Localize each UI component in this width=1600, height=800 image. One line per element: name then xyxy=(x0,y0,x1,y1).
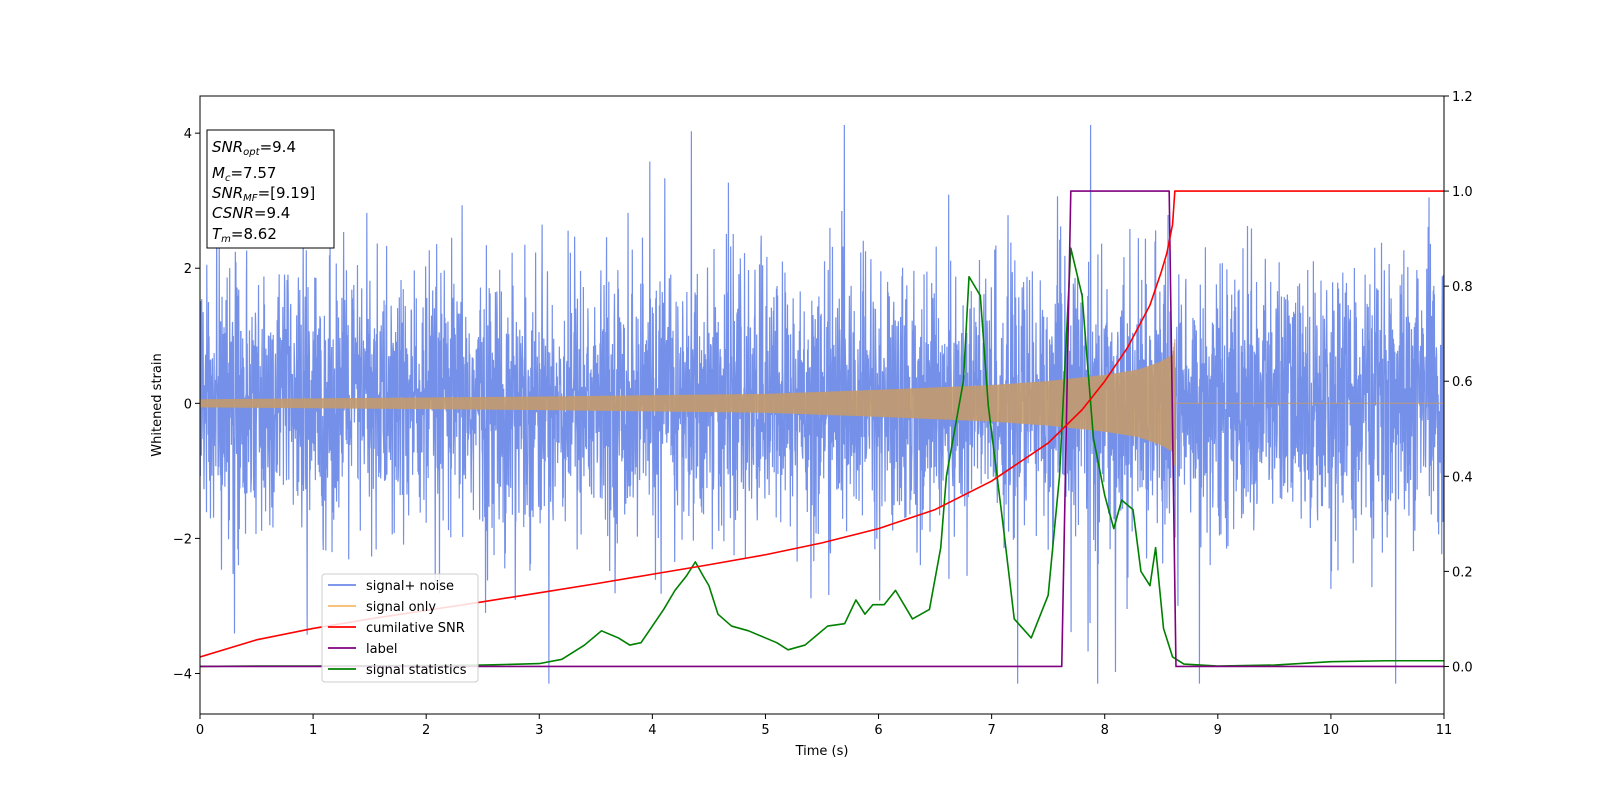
y-left-tick-label: 2 xyxy=(184,262,192,277)
legend-label-signal-noise: signal+ noise xyxy=(366,579,454,594)
legend-label-cumulative-snr: cumilative SNR xyxy=(366,621,465,636)
x-axis-label: Time (s) xyxy=(795,744,849,759)
y-left-tick-label: −4 xyxy=(173,667,192,682)
y-axis-left-label: Whitened strain xyxy=(150,353,165,456)
annotation-box: SNRopt=9.4 Mc=7.57 SNRMF=[9.19] CSNR=9.4… xyxy=(206,129,335,249)
y-right-tick-label: 0.6 xyxy=(1452,375,1473,390)
y-right-tick-label: 1.0 xyxy=(1452,185,1473,200)
legend: signal+ noise signal only cumilative SNR… xyxy=(321,573,479,683)
y-right-tick-label: 1.2 xyxy=(1452,90,1473,105)
x-tick-label: 3 xyxy=(535,723,543,738)
x-tick-label: 6 xyxy=(874,723,882,738)
y-axis-left: −4 −2 0 2 4 xyxy=(173,127,200,682)
x-tick-label: 5 xyxy=(761,723,769,738)
y-right-tick-label: 0.0 xyxy=(1452,660,1473,675)
y-left-tick-label: −2 xyxy=(173,532,192,547)
x-tick-label: 10 xyxy=(1323,723,1340,738)
x-tick-label: 9 xyxy=(1214,723,1222,738)
signal-only-series xyxy=(200,339,1444,466)
annotation-snr-opt: SNRopt=9.4 xyxy=(212,138,296,158)
x-tick-label: 4 xyxy=(648,723,656,738)
annotation-csnr: CSNR=9.4 xyxy=(212,204,290,222)
y-axis-right: 0.0 0.2 0.4 0.6 0.8 1.0 1.2 xyxy=(1444,90,1473,675)
annotation-tm: Tm=8.62 xyxy=(212,225,277,245)
x-tick-label: 7 xyxy=(987,723,995,738)
y-right-tick-label: 0.4 xyxy=(1452,470,1473,485)
x-tick-label: 0 xyxy=(196,723,204,738)
x-tick-label: 11 xyxy=(1436,723,1453,738)
signal-only-line xyxy=(200,339,1444,466)
x-tick-label: 1 xyxy=(309,723,317,738)
label-series xyxy=(200,190,1444,668)
y-right-tick-label: 0.2 xyxy=(1452,565,1473,580)
signal-statistics-line xyxy=(200,247,1444,668)
annotation-snr-mf: SNRMF=[9.19] xyxy=(212,184,315,204)
x-axis: 0 1 2 3 4 5 6 7 8 9 10 11 xyxy=(196,714,1452,738)
plot-area xyxy=(200,125,1444,684)
legend-label-signal-only: signal only xyxy=(366,600,436,615)
x-tick-label: 2 xyxy=(422,723,430,738)
axes-frame xyxy=(199,95,1445,715)
legend-label-label: label xyxy=(366,642,397,657)
y-left-tick-label: 0 xyxy=(184,397,192,412)
y-left-tick-label: 4 xyxy=(184,127,192,142)
y-right-tick-label: 0.8 xyxy=(1452,280,1473,295)
signal-statistics-series xyxy=(200,247,1444,668)
signal-noise-series xyxy=(200,125,1444,684)
annotation-mc: Mc=7.57 xyxy=(212,164,276,184)
label-line xyxy=(200,190,1444,668)
signal-noise-line xyxy=(200,125,1444,684)
x-tick-label: 8 xyxy=(1101,723,1109,738)
legend-label-signal-statistics: signal statistics xyxy=(366,663,467,678)
